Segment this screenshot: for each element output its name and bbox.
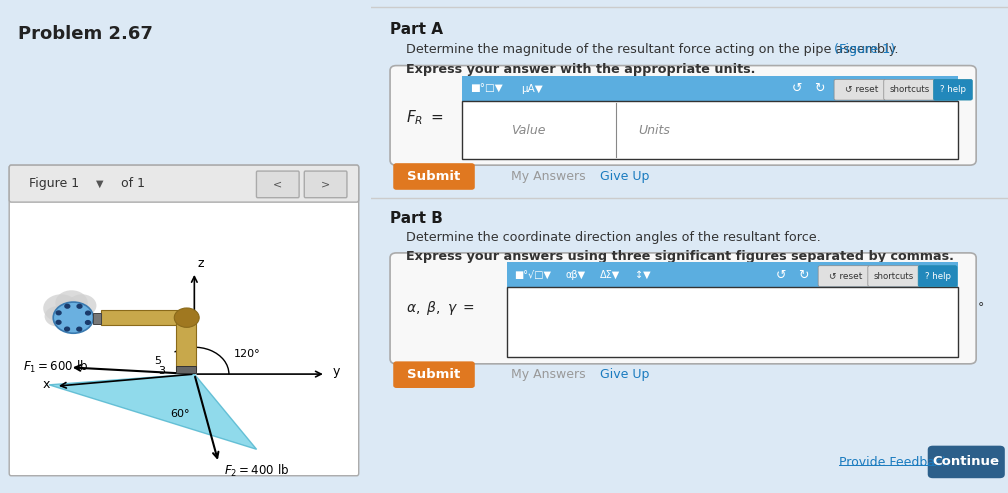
Text: My Answers: My Answers	[511, 368, 586, 381]
Bar	[101, 311, 187, 325]
Text: ↻: ↻	[797, 269, 808, 282]
FancyBboxPatch shape	[868, 266, 919, 286]
Circle shape	[56, 311, 61, 315]
FancyBboxPatch shape	[390, 253, 976, 364]
FancyBboxPatch shape	[818, 266, 870, 286]
Text: of 1: of 1	[121, 177, 145, 190]
Bar	[94, 313, 101, 323]
FancyBboxPatch shape	[390, 66, 976, 165]
Text: Give Up: Give Up	[601, 170, 650, 183]
Text: Provide Feedback: Provide Feedback	[840, 456, 950, 469]
Circle shape	[68, 294, 97, 317]
FancyBboxPatch shape	[9, 165, 359, 202]
Circle shape	[86, 311, 91, 315]
Text: Part B: Part B	[390, 211, 443, 225]
FancyBboxPatch shape	[884, 79, 935, 100]
Text: 120°: 120°	[234, 349, 261, 358]
FancyBboxPatch shape	[304, 171, 347, 198]
FancyBboxPatch shape	[933, 79, 973, 100]
Text: Give Up: Give Up	[601, 368, 650, 381]
Text: ? help: ? help	[925, 272, 951, 281]
Text: Express your answers using three significant figures separated by commas.: Express your answers using three signifi…	[406, 250, 954, 263]
Text: $\alpha,\ \beta,\ \gamma\ =$: $\alpha,\ \beta,\ \gamma\ =$	[406, 299, 475, 317]
Text: ↺ reset: ↺ reset	[829, 272, 862, 281]
Circle shape	[65, 327, 70, 331]
Text: ↻: ↻	[813, 82, 825, 95]
FancyBboxPatch shape	[918, 266, 957, 286]
Text: Value: Value	[511, 124, 545, 137]
Ellipse shape	[174, 308, 200, 327]
Text: ■°√□▼: ■°√□▼	[514, 270, 550, 280]
Text: Part A: Part A	[390, 22, 444, 37]
Circle shape	[65, 304, 70, 308]
Circle shape	[56, 320, 60, 324]
Text: x: x	[42, 378, 49, 390]
FancyBboxPatch shape	[256, 171, 299, 198]
FancyBboxPatch shape	[462, 101, 959, 159]
Text: μA▼: μA▼	[521, 84, 542, 94]
Text: y: y	[333, 365, 340, 379]
Text: ↺: ↺	[775, 269, 786, 282]
Text: (Figure 1): (Figure 1)	[834, 43, 895, 56]
Text: ↺ reset: ↺ reset	[845, 85, 878, 94]
Text: $F_1 = 600\ \rm{lb}$: $F_1 = 600\ \rm{lb}$	[23, 359, 89, 376]
Text: 60°: 60°	[170, 409, 190, 419]
Circle shape	[86, 320, 91, 324]
Bar	[176, 315, 197, 371]
Text: ▼: ▼	[96, 178, 103, 188]
Text: ΔΣ▼: ΔΣ▼	[601, 270, 621, 280]
Circle shape	[55, 290, 88, 316]
Text: 5: 5	[154, 356, 161, 366]
FancyBboxPatch shape	[462, 76, 959, 102]
Circle shape	[77, 304, 82, 308]
Text: >: >	[321, 179, 331, 189]
Text: Express your answer with the appropriate units.: Express your answer with the appropriate…	[406, 63, 755, 76]
Text: $F_R\ =$: $F_R\ =$	[406, 108, 444, 127]
FancyBboxPatch shape	[927, 446, 1005, 478]
Text: ↺: ↺	[791, 82, 802, 95]
Text: shortcuts: shortcuts	[873, 272, 913, 281]
Text: αβ▼: αβ▼	[565, 270, 586, 280]
Text: Determine the magnitude of the resultant force acting on the pipe assembly.: Determine the magnitude of the resultant…	[406, 43, 898, 56]
Text: shortcuts: shortcuts	[889, 85, 929, 94]
Circle shape	[55, 306, 82, 326]
Text: Figure 1: Figure 1	[29, 177, 80, 190]
Text: <: <	[273, 179, 282, 189]
Text: ? help: ? help	[940, 85, 967, 94]
Polygon shape	[49, 374, 257, 449]
Circle shape	[53, 302, 94, 333]
Text: Determine the coordinate direction angles of the resultant force.: Determine the coordinate direction angle…	[406, 231, 821, 244]
Text: Problem 2.67: Problem 2.67	[18, 25, 153, 43]
FancyBboxPatch shape	[834, 79, 886, 100]
FancyBboxPatch shape	[393, 361, 475, 388]
Circle shape	[43, 294, 80, 322]
Text: Submit: Submit	[407, 368, 461, 381]
FancyBboxPatch shape	[393, 163, 475, 190]
Text: Submit: Submit	[407, 170, 461, 183]
Text: °: °	[978, 301, 985, 314]
Text: Continue: Continue	[932, 456, 1000, 468]
FancyBboxPatch shape	[507, 262, 959, 288]
Text: ■°□▼: ■°□▼	[470, 84, 502, 94]
FancyBboxPatch shape	[9, 165, 359, 476]
FancyBboxPatch shape	[507, 287, 959, 357]
Text: z: z	[198, 257, 205, 270]
Circle shape	[77, 327, 82, 331]
Text: $F_2 = 400\ \rm{lb}$: $F_2 = 400\ \rm{lb}$	[224, 463, 289, 479]
Text: 4: 4	[178, 366, 185, 376]
Bar	[176, 366, 197, 373]
Text: ↕▼: ↕▼	[635, 270, 651, 280]
Circle shape	[44, 306, 71, 326]
Text: My Answers: My Answers	[511, 170, 586, 183]
Text: 3: 3	[158, 366, 165, 376]
Text: Units: Units	[638, 124, 670, 137]
